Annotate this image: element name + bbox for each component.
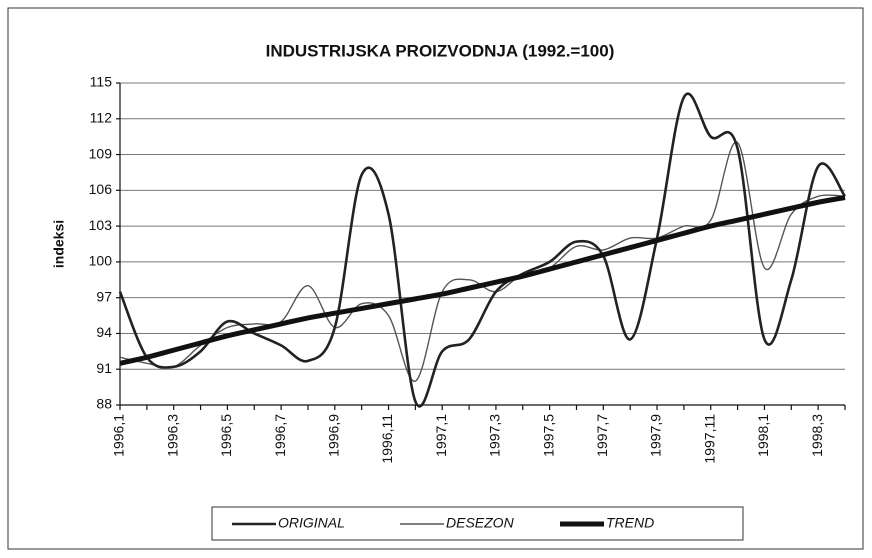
x-tick-label: 1996,9 xyxy=(326,414,342,457)
y-tick-label: 106 xyxy=(89,181,113,197)
y-tick-label: 109 xyxy=(89,145,113,161)
x-tick-label: 1996,11 xyxy=(379,414,395,464)
y-axis-label: indeksi xyxy=(51,220,67,268)
x-tick-label: 1996,5 xyxy=(218,414,234,457)
y-tick-label: 94 xyxy=(96,324,112,340)
x-tick-label: 1998,1 xyxy=(755,414,771,457)
legend-label: TREND xyxy=(606,515,654,531)
x-tick-label: 1996,7 xyxy=(272,414,288,457)
series-line xyxy=(118,92,847,408)
y-tick-label: 88 xyxy=(96,396,112,412)
y-tick-label: 91 xyxy=(96,360,112,376)
series-line xyxy=(119,195,846,366)
x-tick-label: 1998,3 xyxy=(809,414,825,457)
y-tick-label: 115 xyxy=(90,74,113,90)
y-tick-label: 100 xyxy=(89,253,113,269)
x-tick-label: 1996,3 xyxy=(164,414,180,457)
x-tick-label: 1997,11 xyxy=(701,414,717,464)
chart-title: INDUSTRIJSKA PROIZVODNJA (1992.=100) xyxy=(266,41,615,60)
legend-label: DESEZON xyxy=(446,515,515,531)
y-tick-label: 97 xyxy=(96,288,112,304)
x-tick-label: 1996,1 xyxy=(111,414,127,457)
x-tick-label: 1997,5 xyxy=(540,414,556,457)
x-tick-label: 1997,1 xyxy=(433,414,449,457)
x-tick-label: 1997,3 xyxy=(487,414,503,457)
series-line xyxy=(119,141,846,382)
chart-frame xyxy=(7,7,864,550)
legend-box xyxy=(211,506,744,541)
y-tick-label: 112 xyxy=(90,109,113,125)
x-tick-label: 1997,7 xyxy=(594,414,610,457)
legend-label: ORIGINAL xyxy=(278,515,345,531)
x-tick-label: 1997,9 xyxy=(648,414,664,457)
y-tick-label: 103 xyxy=(89,217,113,233)
